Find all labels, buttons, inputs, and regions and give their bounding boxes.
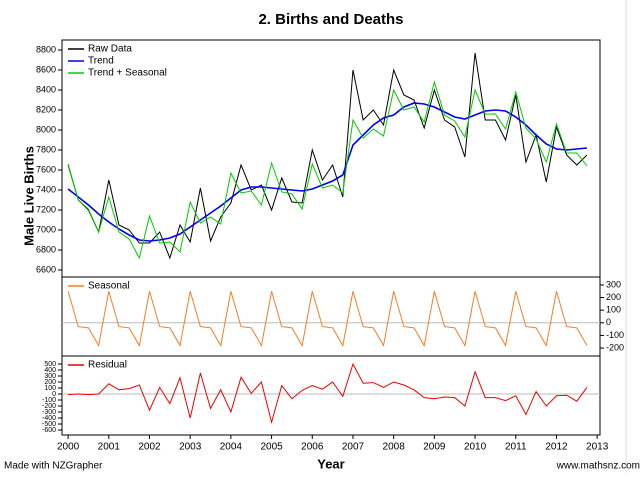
y-tick-label: -200 (606, 342, 624, 352)
data-line (67, 102, 588, 242)
x-tick-label: 2006 (301, 442, 324, 453)
x-tick-label: 2003 (179, 442, 202, 453)
y-tick-label: 6600 (36, 264, 56, 274)
y-tick-label: -100 (42, 397, 56, 404)
data-line (67, 52, 588, 260)
x-axis-label: Year (317, 456, 344, 471)
y-tick-label: 7600 (36, 164, 56, 174)
x-tick-label: 2010 (464, 442, 487, 453)
legend-label: Raw Data (88, 44, 132, 55)
data-line (67, 80, 588, 260)
x-tick-label: 2001 (98, 442, 121, 453)
y-tick-label: 7200 (36, 204, 56, 214)
data-line (67, 291, 588, 347)
y-tick-label: 8600 (36, 64, 56, 74)
y-tick-label: -200 (42, 403, 56, 410)
y-tick-label: 7800 (36, 144, 56, 154)
y-tick-label: -500 (42, 421, 56, 428)
panel (61, 355, 601, 436)
y-tick-label: 400 (44, 367, 56, 374)
y-tick-label: 8000 (36, 124, 56, 134)
legend-label: Trend + Seasonal (88, 68, 167, 79)
legend-label: Trend (88, 56, 114, 67)
y-axis-label: Male Live Births (21, 146, 36, 246)
y-tick-label: 0 (606, 317, 611, 327)
x-tick-label: 2000 (57, 442, 80, 453)
y-tick-label: 8400 (36, 84, 56, 94)
y-tick-label: -100 (606, 330, 624, 340)
y-tick-label: 8200 (36, 104, 56, 114)
x-tick-label: 2009 (423, 442, 446, 453)
y-tick-label: 500 (44, 361, 56, 368)
y-tick-label: 0 (52, 391, 56, 398)
y-tick-label: 8800 (36, 44, 56, 54)
x-tick-label: 2004 (220, 442, 243, 453)
x-tick-label: 2008 (383, 442, 406, 453)
x-tick-label: 2005 (260, 442, 283, 453)
y-tick-label: 100 (44, 385, 56, 392)
footer-left: Made with NZGrapher (4, 461, 103, 472)
y-tick-label: -400 (42, 415, 56, 422)
y-tick-label: 7400 (36, 184, 56, 194)
x-tick-label: 2013 (586, 442, 609, 453)
data-line (68, 362, 588, 425)
y-tick-label: 300 (606, 279, 621, 289)
y-tick-label: 300 (44, 373, 56, 380)
x-tick-label: 2011 (505, 442, 527, 453)
y-tick-label: -600 (42, 427, 56, 434)
y-tick-label: 7000 (36, 224, 56, 234)
legend-label: Residual (88, 360, 127, 371)
y-tick-label: 6800 (36, 244, 56, 254)
footer-right: www.mathsnz.com (556, 461, 640, 472)
y-tick-label: 200 (606, 292, 621, 302)
x-tick-label: 2007 (342, 442, 365, 453)
legend-label: Seasonal (88, 281, 130, 292)
y-tick-label: 200 (44, 379, 56, 386)
y-tick-label: 100 (606, 305, 621, 315)
chart-title: 2. Births and Deaths (258, 11, 403, 28)
x-tick-label: 2012 (545, 442, 568, 453)
x-tick-label: 2002 (138, 442, 161, 453)
y-tick-label: -300 (42, 409, 56, 416)
